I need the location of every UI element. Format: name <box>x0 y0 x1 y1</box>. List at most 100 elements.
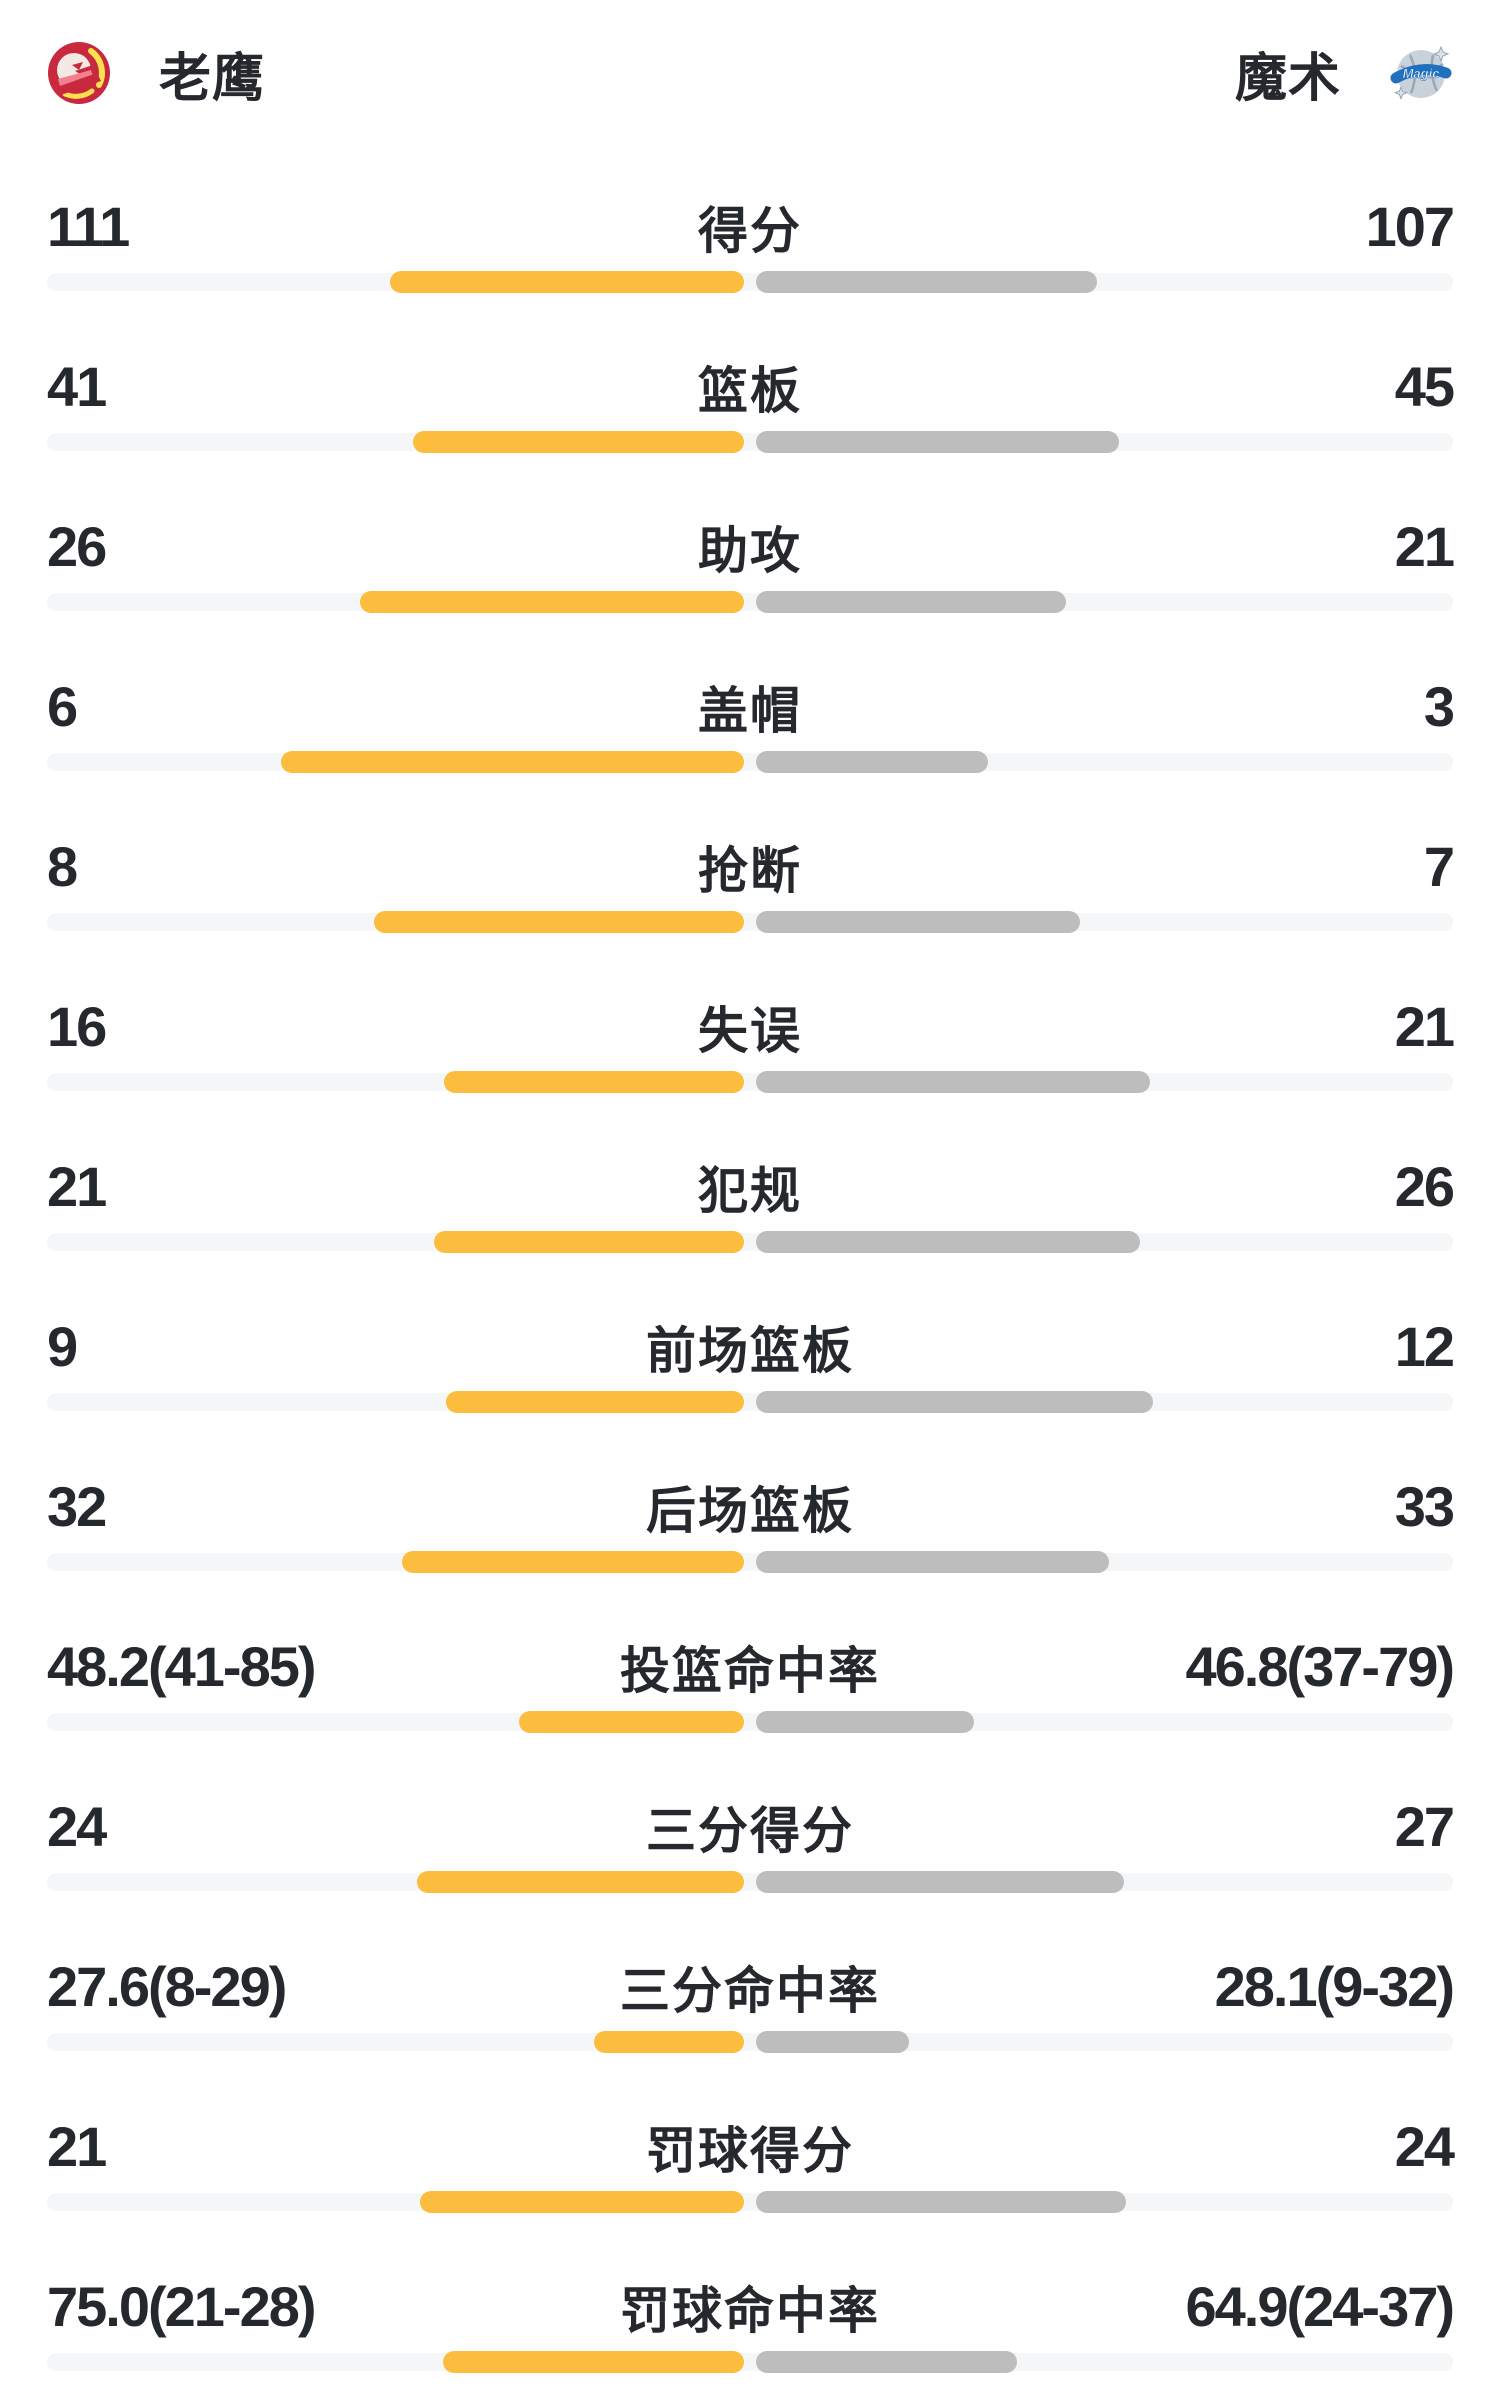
svg-text:Magic: Magic <box>1403 66 1441 81</box>
stat-bar-track <box>47 911 1453 933</box>
stat-bar-track <box>47 1391 1453 1413</box>
right-team-value: 3 <box>1423 675 1455 738</box>
right-team-bar <box>756 2191 1127 2213</box>
stat-label: 罚球得分 <box>646 2123 854 2179</box>
left-team-bar <box>419 2191 744 2213</box>
stat-line: 9 前场篮板 12 <box>47 1307 1455 1387</box>
right-team-bar <box>756 1071 1151 1093</box>
stat-row: 41 篮板 45 <box>47 347 1455 507</box>
hawks-logo-icon <box>47 41 111 105</box>
teams-header: 老鹰 魔术 Magic <box>47 0 1453 108</box>
right-team-bar <box>756 591 1067 613</box>
right-team-value: 26 <box>1394 1155 1455 1218</box>
left-team-value: 111 <box>47 195 130 258</box>
team-right-name: 魔术 <box>1234 49 1341 108</box>
stat-label: 篮板 <box>698 363 802 419</box>
team-right: 魔术 Magic <box>1235 36 1453 111</box>
left-team-bar <box>402 1551 744 1573</box>
stat-row: 111 得分 107 <box>47 187 1455 347</box>
right-team-value: 21 <box>1394 995 1455 1058</box>
left-team-bar <box>373 911 744 933</box>
left-team-bar <box>412 431 744 453</box>
stat-bar-track <box>47 2031 1453 2053</box>
right-team-bar <box>756 2351 1017 2373</box>
left-team-value: 9 <box>47 1315 78 1378</box>
stat-line: 41 篮板 45 <box>47 347 1455 427</box>
left-team-bar <box>594 2031 744 2053</box>
left-team-bar <box>417 1871 744 1893</box>
right-team-bar <box>756 751 988 773</box>
stat-line: 75.0(21-28) 罚球命中率 64.9(24-37) <box>47 2267 1455 2347</box>
stat-bar-track <box>47 1231 1453 1253</box>
stat-bar-track <box>47 431 1453 453</box>
left-team-value: 48.2(41-85) <box>47 1635 317 1698</box>
left-team-bar <box>281 751 744 773</box>
stat-label: 前场篮板 <box>646 1323 854 1379</box>
stat-bar-track <box>47 1551 1453 1573</box>
stat-row: 75.0(21-28) 罚球命中率 64.9(24-37) <box>47 2267 1455 2400</box>
stat-line: 27.6(8-29) 三分命中率 28.1(9-32) <box>47 1947 1455 2027</box>
stat-label: 盖帽 <box>698 683 802 739</box>
left-team-value: 75.0(21-28) <box>47 2275 317 2338</box>
stat-bar-track <box>47 591 1453 613</box>
stat-label: 失误 <box>698 1003 802 1059</box>
stat-row: 21 犯规 26 <box>47 1147 1455 1307</box>
stat-bar-track <box>47 1071 1453 1093</box>
stat-label: 助攻 <box>698 523 802 579</box>
left-team-bar <box>446 1391 744 1413</box>
team-left-name: 老鹰 <box>159 49 266 108</box>
right-team-value: 46.8(37-79) <box>1185 1635 1455 1698</box>
right-team-value: 28.1(9-32) <box>1214 1955 1455 2018</box>
stat-line: 26 助攻 21 <box>47 507 1455 587</box>
left-team-value: 41 <box>47 355 107 418</box>
right-team-value: 64.9(24-37) <box>1185 2275 1455 2338</box>
stat-label: 投篮命中率 <box>620 1643 880 1699</box>
stat-bar-track <box>47 271 1453 293</box>
stat-row: 21 罚球得分 24 <box>47 2107 1455 2267</box>
right-team-value: 45 <box>1394 355 1455 418</box>
stat-label: 三分得分 <box>646 1803 854 1859</box>
stat-label: 犯规 <box>698 1163 802 1219</box>
right-team-value: 107 <box>1365 195 1455 258</box>
right-team-bar <box>756 1711 975 1733</box>
stat-bar-track <box>47 751 1453 773</box>
stat-row: 27.6(8-29) 三分命中率 28.1(9-32) <box>47 1947 1455 2107</box>
right-team-value: 21 <box>1394 515 1455 578</box>
right-team-value: 27 <box>1394 1795 1455 1858</box>
stat-line: 21 犯规 26 <box>47 1147 1455 1227</box>
right-team-value: 33 <box>1394 1475 1455 1538</box>
stat-bar-track <box>47 1871 1453 1893</box>
left-team-value: 21 <box>47 2115 107 2178</box>
team-left: 老鹰 <box>47 36 265 111</box>
stat-label: 罚球命中率 <box>620 2283 880 2339</box>
stat-bar-track <box>47 2191 1453 2213</box>
stat-row: 48.2(41-85) 投篮命中率 46.8(37-79) <box>47 1627 1455 1787</box>
right-team-bar <box>756 271 1097 293</box>
right-team-value: 12 <box>1394 1315 1455 1378</box>
stat-label: 三分命中率 <box>620 1963 880 2019</box>
stat-row: 8 抢断 7 <box>47 827 1455 987</box>
stat-line: 32 后场篮板 33 <box>47 1467 1455 1547</box>
stat-bar-track <box>47 2351 1453 2373</box>
stat-line: 16 失误 21 <box>47 987 1455 1067</box>
left-team-value: 26 <box>47 515 107 578</box>
stat-row: 26 助攻 21 <box>47 507 1455 667</box>
left-team-value: 6 <box>47 675 78 738</box>
left-team-bar <box>443 1071 744 1093</box>
left-team-value: 24 <box>47 1795 107 1858</box>
right-team-bar <box>756 1551 1109 1573</box>
right-team-bar <box>756 911 1081 933</box>
right-team-value: 24 <box>1394 2115 1455 2178</box>
left-team-bar <box>442 2351 744 2373</box>
magic-logo-icon: Magic <box>1389 41 1453 105</box>
right-team-bar <box>756 1871 1124 1893</box>
right-team-value: 7 <box>1423 835 1455 898</box>
right-team-bar <box>756 431 1120 453</box>
stat-row: 32 后场篮板 33 <box>47 1467 1455 1627</box>
right-team-bar <box>756 1391 1153 1413</box>
stats-list: 111 得分 107 41 篮板 45 26 助攻 21 <box>47 187 1455 2400</box>
stat-line: 8 抢断 7 <box>47 827 1455 907</box>
stat-row: 24 三分得分 27 <box>47 1787 1455 1947</box>
left-team-value: 16 <box>47 995 107 1058</box>
stat-line: 111 得分 107 <box>47 187 1455 267</box>
